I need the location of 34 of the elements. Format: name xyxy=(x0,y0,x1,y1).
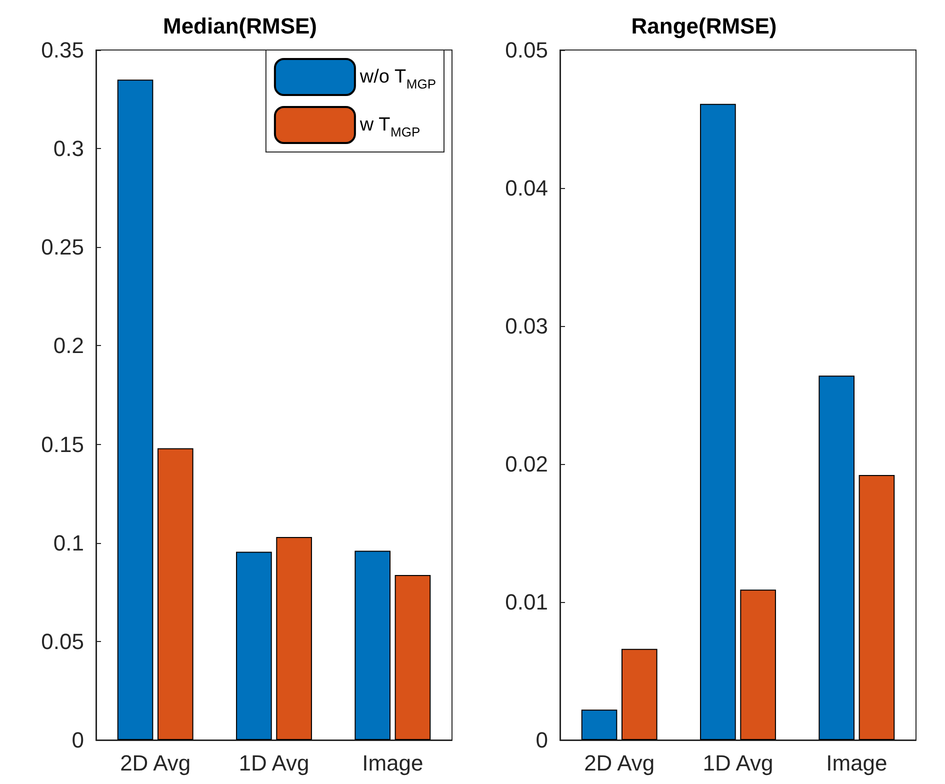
y-tick-label: 0.03 xyxy=(505,314,548,338)
bar xyxy=(394,574,431,740)
x-tick-label: Image xyxy=(826,750,888,776)
y-tick-label: 0.02 xyxy=(505,452,548,476)
y-tick-label: 0.25 xyxy=(41,234,84,260)
y-tick-label: 0.1 xyxy=(53,530,84,556)
bar xyxy=(818,376,855,740)
x-tick-label: 2D Avg xyxy=(584,750,655,776)
y-tick-label: 0.15 xyxy=(41,432,84,457)
y-tick-label: 0 xyxy=(536,728,548,752)
bar xyxy=(236,552,272,740)
y-tick-label: 0 xyxy=(72,728,84,752)
bar xyxy=(700,104,736,740)
bar xyxy=(276,536,312,740)
y-tick-label: 0.05 xyxy=(505,38,548,62)
x-tick-label: 1D Avg xyxy=(238,750,310,776)
y-tick-label: 0.35 xyxy=(41,38,84,62)
bar xyxy=(157,448,194,740)
y-tick-label: 0.01 xyxy=(505,590,548,614)
bar xyxy=(740,590,776,740)
y-tick-label: 0.3 xyxy=(53,136,84,162)
x-tick-label: 1D Avg xyxy=(702,750,774,776)
y-tick-label: 0.04 xyxy=(505,176,548,200)
bar xyxy=(354,550,391,740)
y-tick-label: 0.2 xyxy=(53,333,84,358)
y-tick-label: 0.05 xyxy=(41,628,84,654)
bar xyxy=(858,475,895,740)
bar xyxy=(581,710,618,740)
x-tick-label: Image xyxy=(362,750,424,776)
chart-title: Median(RMSE) xyxy=(163,14,317,38)
bar xyxy=(621,648,658,740)
x-tick-label: 2D Avg xyxy=(120,750,191,776)
bar xyxy=(117,80,154,740)
chart-title: Range(RMSE) xyxy=(631,14,777,38)
